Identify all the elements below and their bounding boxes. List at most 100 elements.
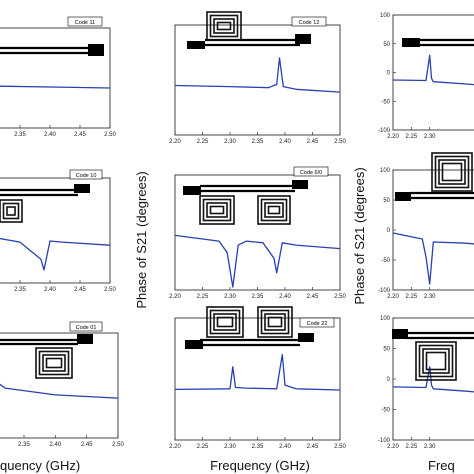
x-tick-label: 2.20 (169, 139, 181, 145)
x-tick-label: 2.25 (197, 294, 209, 300)
spiral-turn (209, 205, 225, 215)
x-tick-label: 2.45 (307, 294, 319, 300)
y-tick-label: 100 (380, 13, 391, 19)
x-tick-label: 2.40 (279, 139, 291, 145)
series-line (174, 353, 341, 391)
x-tick-label: 2.30 (224, 139, 236, 145)
spiral-turn (425, 351, 447, 371)
code-box (67, 16, 103, 27)
spiral-turn (0, 199, 23, 223)
port-block (88, 44, 104, 56)
spiral-resonator (199, 195, 235, 225)
chart-panel-4: 2.20 2.25 2.30 2.35 2.40 2.45 2.50 Code 6/0 (169, 166, 346, 300)
x-tick-label: 2.20 (387, 294, 399, 300)
chart-panel-7: 2.20 2.25 2.30 2.35 2.40 2.45 2.50 Code 22 (169, 306, 346, 450)
series-line (174, 234, 341, 288)
spiral-turn (209, 309, 241, 335)
chart-panel-5: 2.20 2.25 2.30 100 50 0 -50 -100 (378, 152, 474, 300)
series-line (174, 57, 341, 93)
x-tick-label: 2.50 (334, 294, 346, 300)
x-tick-label: 2.50 (104, 132, 116, 138)
y-tick-label: -100 (378, 438, 391, 444)
x-tick-label: 2.40 (279, 444, 291, 450)
port-block (295, 34, 311, 44)
y-tick-label: -100 (378, 128, 391, 134)
code-label: Code 6/0 (300, 170, 322, 176)
panels: 2.30 2.35 2.40 2.45 2.50 Code 11 2.20 2.25 2.30 2… (0, 11, 474, 450)
x-tick-label: 2.45 (74, 132, 86, 138)
spiral-turn (438, 159, 466, 185)
y-tick-label: -50 (381, 408, 390, 414)
x-tick-label: 2.25 (405, 294, 417, 300)
port-block (298, 333, 314, 342)
x-tick-label: 2.45 (81, 442, 93, 448)
y-axis-title-right: Phase of S21 (degrees) (352, 167, 367, 304)
y-tick-label: -50 (381, 258, 390, 264)
port-block (74, 184, 90, 193)
y-axis-title: Phase of S21 (degrees) (134, 171, 149, 308)
spiral-turn (199, 195, 235, 225)
x-tick-label: 2.50 (334, 139, 346, 145)
x-tick-label: 2.45 (307, 444, 319, 450)
y-tick-label: 50 (383, 42, 390, 48)
plot-frame (0, 177, 111, 284)
spiral-turn (206, 202, 228, 218)
code-box (299, 317, 335, 328)
x-tick-label: 2.35 (14, 132, 26, 138)
spiral-turn (202, 198, 232, 222)
spiral-turn (267, 316, 283, 328)
code-label: Code 12 (299, 20, 320, 26)
y-tick-label: 0 (387, 377, 391, 383)
spiral-turn (260, 309, 290, 335)
spiral-turn (260, 198, 288, 222)
port-block (185, 340, 203, 349)
code-box (293, 166, 329, 177)
y-tick-label: 0 (387, 228, 391, 234)
spiral-resonator (431, 152, 473, 192)
y-tick-label: -50 (381, 99, 390, 105)
spiral-turn (422, 348, 450, 374)
spiral-turn (267, 205, 281, 215)
x-tick-label: 2.35 (18, 442, 30, 448)
chart-panel-1: 2.20 2.25 2.30 2.35 2.40 2.45 2.50 Code 12 (169, 11, 346, 145)
spiral-turn (415, 341, 457, 381)
series-line (392, 54, 474, 86)
x-tick-label: 2.25 (405, 444, 417, 450)
plot-frame (0, 27, 111, 129)
spiral-turn (434, 155, 470, 189)
port-block (392, 329, 408, 339)
x-tick-label: 2.35 (252, 139, 264, 145)
y-tick-label: -100 (378, 288, 391, 294)
spiral-resonator (257, 195, 291, 225)
spiral-resonator (415, 341, 457, 381)
code-box (69, 169, 103, 180)
spiral-resonator (35, 347, 73, 379)
code-label: Code 01 (76, 325, 97, 331)
port-block (402, 38, 420, 47)
x-tick-label: 2.30 (224, 444, 236, 450)
spiral-turn (216, 316, 234, 328)
code-label: Code 11 (75, 20, 95, 26)
y-tick-label: 50 (383, 198, 390, 204)
spiral-turn (42, 354, 66, 372)
x-tick-label: 2.40 (49, 442, 61, 448)
spiral-turn (441, 162, 463, 182)
spiral-turn (206, 306, 244, 338)
y-tick-label: 100 (380, 168, 391, 174)
plot-frame (392, 14, 474, 131)
spiral-resonator (257, 306, 293, 338)
y-tick-label: 50 (383, 347, 390, 353)
x-tick-label: 2.40 (44, 287, 56, 293)
series-line (392, 366, 474, 393)
x-tick-label: 2.45 (74, 287, 86, 293)
x-tick-label: 2.50 (104, 287, 116, 293)
x-tick-label: 2.20 (387, 444, 399, 450)
spiral-resonator (206, 11, 242, 41)
x-tick-label: 2.50 (334, 444, 346, 450)
port-block (77, 334, 93, 344)
x-axis-title-col1: Frequency (GHz) (210, 458, 310, 473)
spiral-turn (213, 313, 237, 331)
